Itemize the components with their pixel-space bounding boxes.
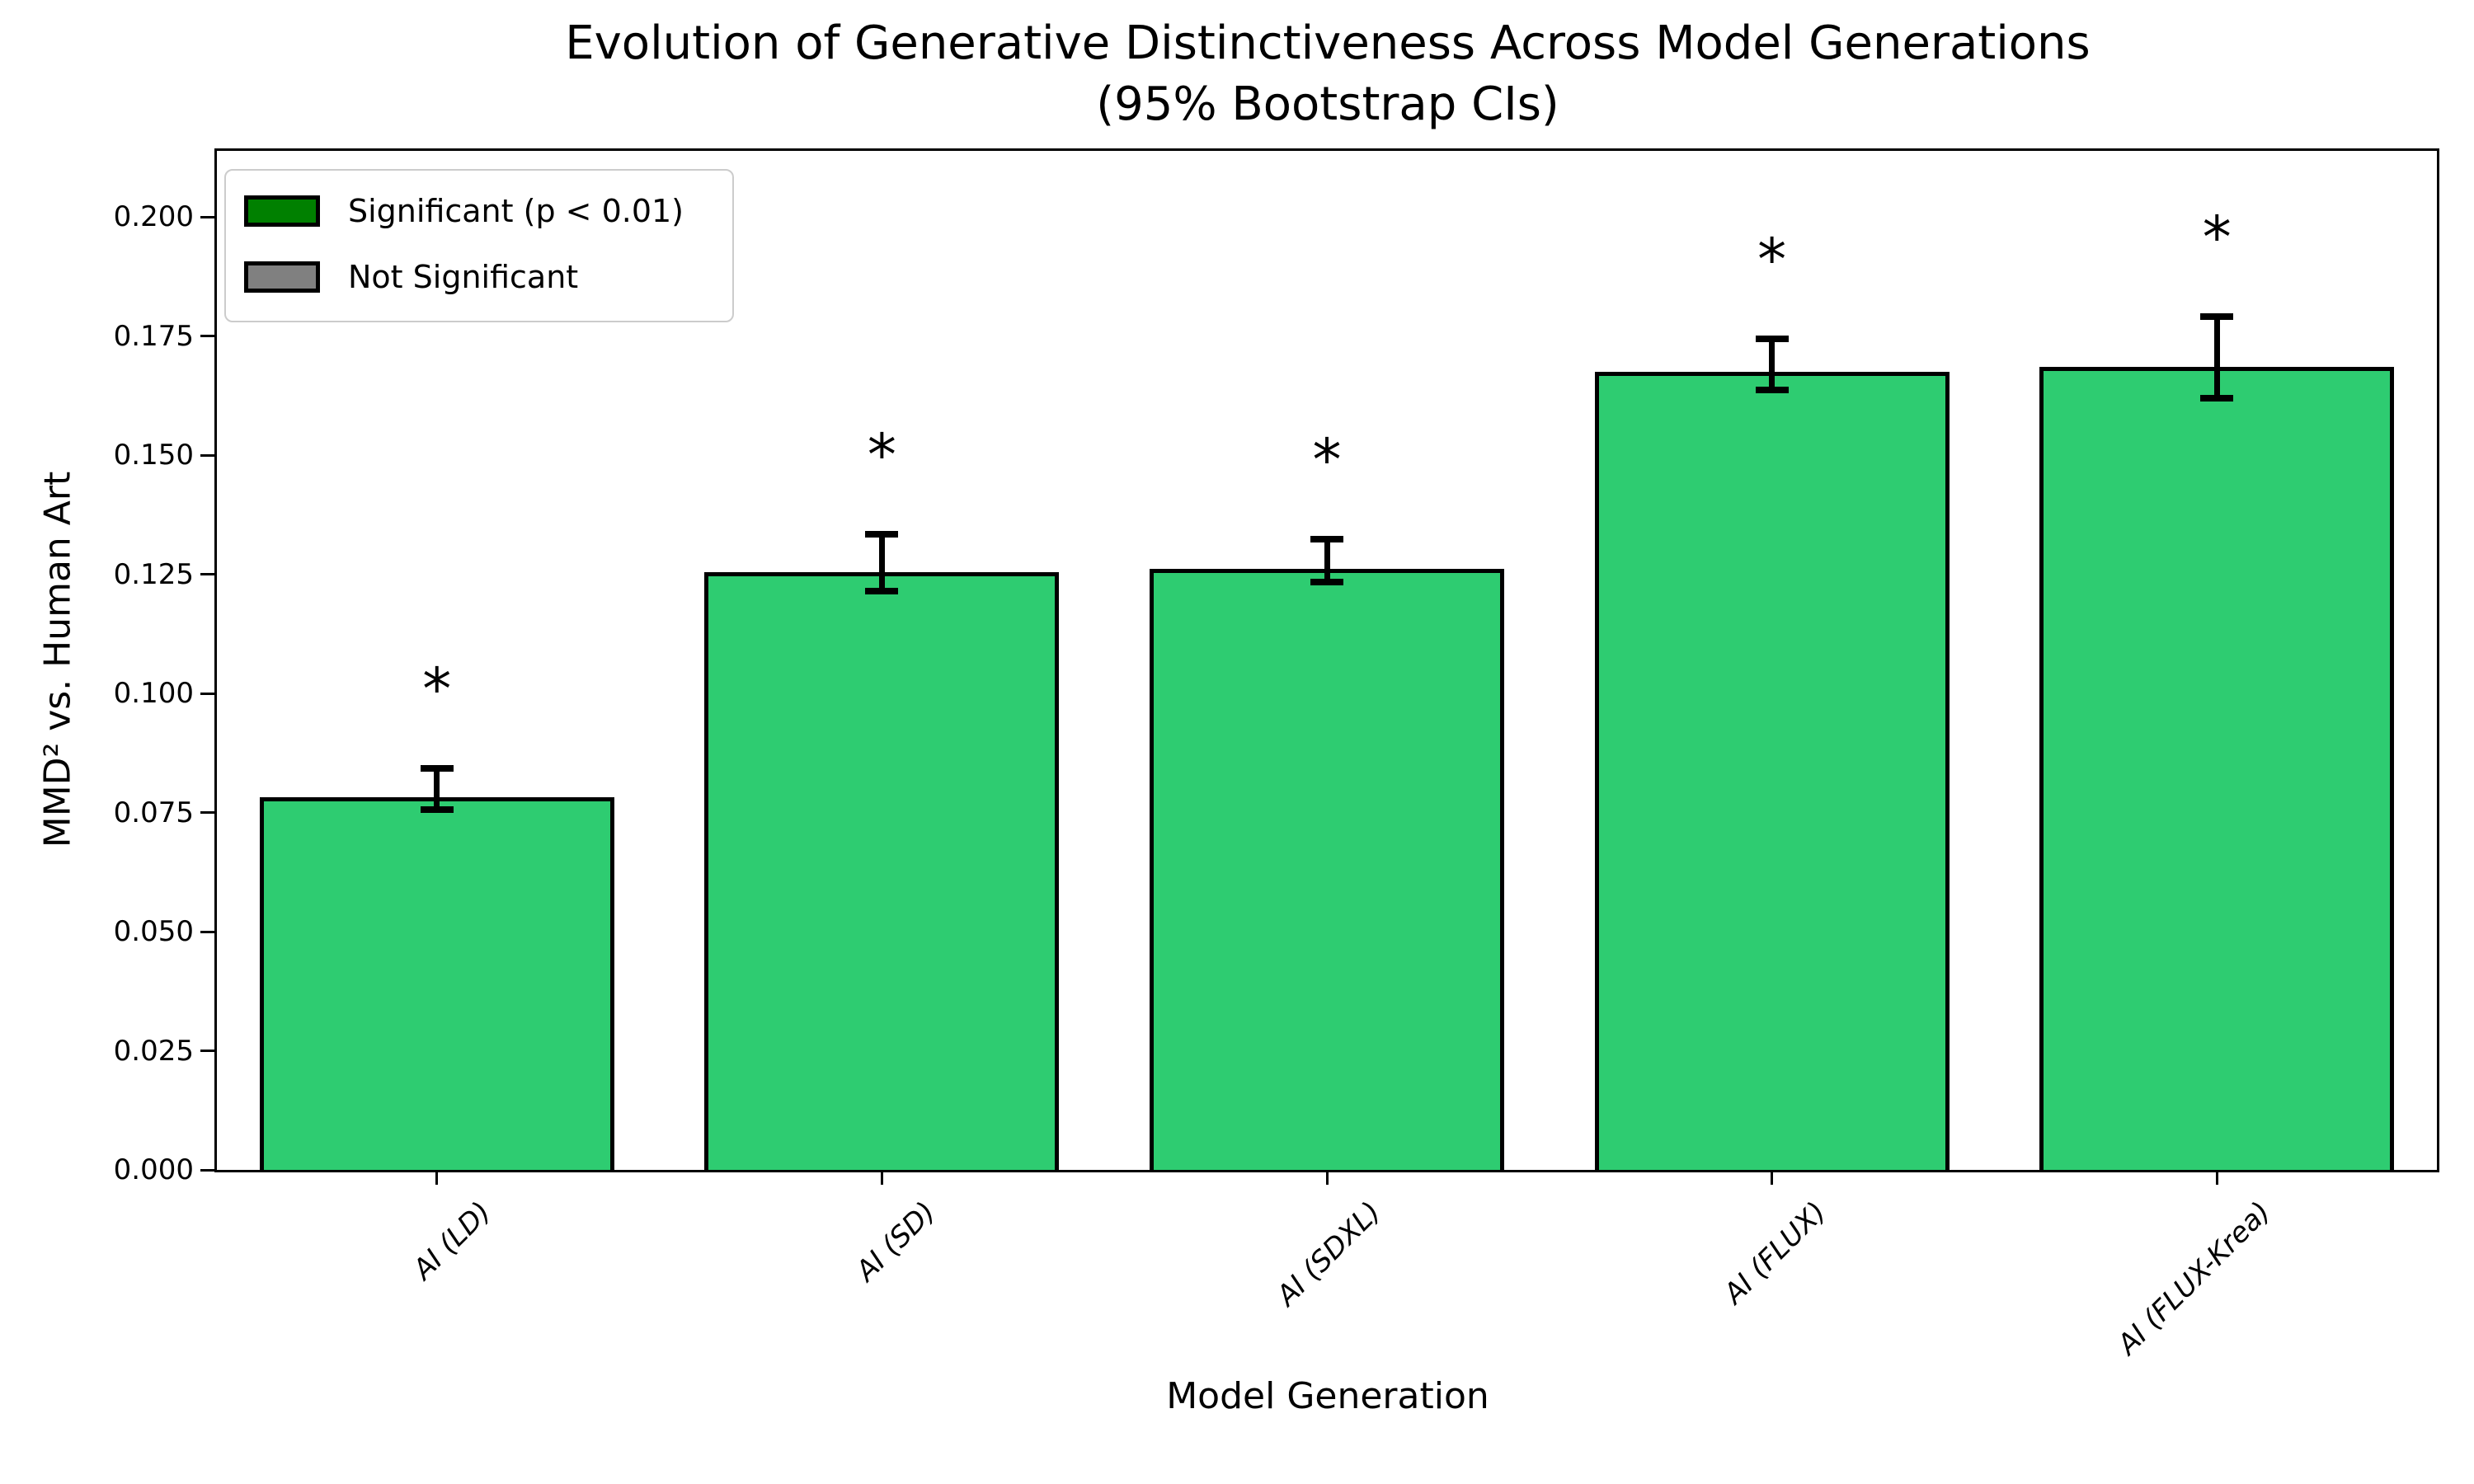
x-tick-mark (1325, 1171, 1329, 1185)
y-tick-label: 0.025 (113, 1034, 194, 1068)
y-tick-mark (200, 215, 214, 218)
error-bar-cap-bottom (2200, 395, 2234, 402)
y-tick-label: 0.150 (113, 439, 194, 472)
x-tick-mark (880, 1171, 883, 1185)
bar (259, 797, 614, 1170)
x-tick-label: AI (LD) (406, 1195, 498, 1287)
x-tick-label: AI (FLUX) (1717, 1195, 1832, 1311)
error-bar-cap-bottom (865, 588, 899, 595)
y-tick-label: 0.000 (113, 1153, 194, 1186)
bar (1150, 568, 1504, 1170)
x-tick-label: AI (SDXL) (1270, 1195, 1388, 1313)
bar (2039, 366, 2395, 1170)
y-tick-mark (200, 1050, 214, 1053)
legend: Significant (p < 0.01) Not Significant (224, 169, 734, 322)
error-bar-stem (1324, 539, 1330, 583)
error-bar-stem (1769, 339, 1776, 390)
error-bar-stem (878, 533, 885, 592)
y-tick-mark (200, 811, 214, 815)
x-tick-label: AI (SD) (849, 1195, 943, 1288)
error-bar-cap-top (420, 764, 454, 772)
legend-label-significant: Significant (p < 0.01) (348, 193, 684, 229)
legend-label-not-significant: Not Significant (348, 259, 579, 295)
y-tick-label: 0.175 (113, 319, 194, 353)
error-bar-cap-top (2200, 312, 2234, 320)
y-tick-mark (200, 930, 214, 933)
y-tick-mark (200, 692, 214, 695)
y-tick-mark (200, 335, 214, 338)
y-tick-label: 0.075 (113, 796, 194, 829)
chart-title-block: Evolution of Generative Distinctiveness … (216, 13, 2439, 135)
y-tick-label: 0.200 (113, 200, 194, 234)
legend-swatch-not-significant-icon (244, 261, 320, 293)
error-bar-cap-bottom (1310, 579, 1343, 586)
y-tick-mark (200, 453, 214, 457)
chart-subtitle: (95% Bootstrap CIs) (1096, 77, 1559, 131)
legend-swatch-significant-icon (244, 195, 320, 227)
y-tick-label: 0.125 (113, 557, 194, 591)
error-bar-cap-top (1755, 336, 1789, 343)
bar (1594, 372, 1950, 1170)
significance-asterisk: * (2202, 203, 2232, 271)
significance-asterisk: * (867, 420, 896, 489)
y-axis-label: MMD² vs. Human Art (36, 471, 79, 848)
error-bar-stem (2213, 316, 2220, 399)
error-bar-stem (434, 768, 440, 810)
error-bar-cap-bottom (420, 806, 454, 814)
y-tick-label: 0.050 (113, 915, 194, 949)
x-axis-label: Model Generation (1166, 1375, 1489, 1417)
x-tick-mark (435, 1171, 439, 1185)
bar (704, 572, 1060, 1170)
error-bar-cap-top (1310, 536, 1343, 543)
significance-asterisk: * (1757, 226, 1787, 294)
x-tick-mark (2215, 1171, 2218, 1185)
chart-title: Evolution of Generative Distinctiveness … (565, 16, 2091, 70)
x-tick-label: AI (FLUX-Krea) (2111, 1195, 2278, 1362)
significance-asterisk: * (422, 655, 452, 723)
error-bar-cap-bottom (1755, 386, 1789, 393)
y-tick-label: 0.100 (113, 677, 194, 711)
legend-item-significant: Significant (p < 0.01) (244, 195, 684, 227)
x-tick-mark (1771, 1171, 1774, 1185)
y-tick-mark (200, 1168, 214, 1172)
error-bar-cap-top (865, 530, 899, 538)
significance-asterisk: * (1312, 426, 1342, 495)
legend-item-not-significant: Not Significant (244, 261, 578, 293)
y-tick-mark (200, 573, 214, 576)
